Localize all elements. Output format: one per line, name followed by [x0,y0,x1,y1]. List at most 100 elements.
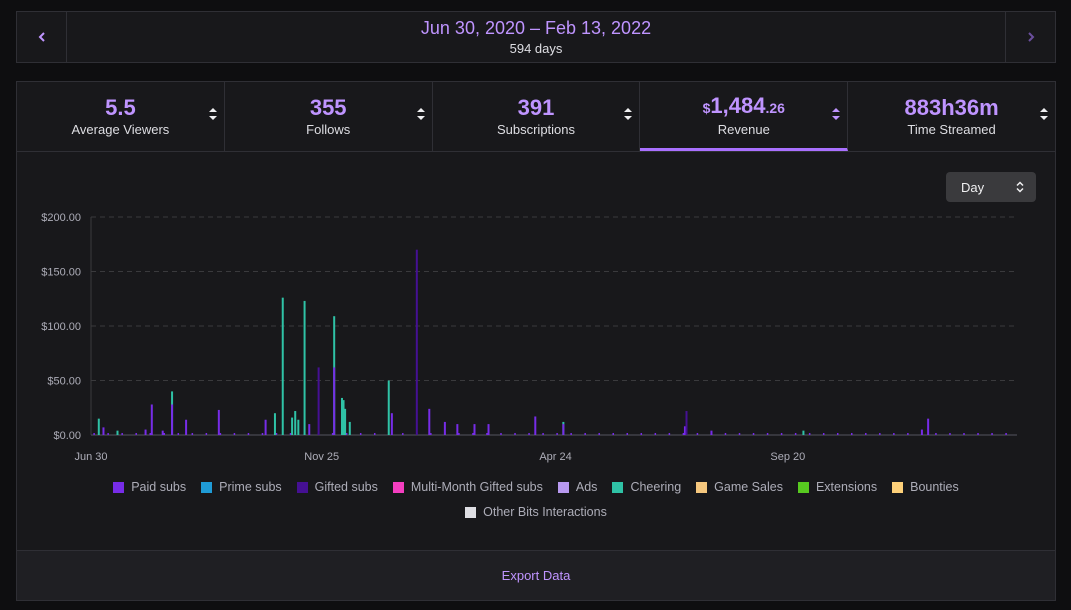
stat-follows[interactable]: 355 Follows [225,82,433,151]
stat-revenue[interactable]: $1,484.26 Revenue [640,82,849,151]
date-range-text: Jun 30, 2020 – Feb 13, 2022 [420,18,652,38]
bar [348,421,351,435]
bar [102,427,105,435]
legend-label: Ads [575,480,598,494]
bar [456,424,459,435]
legend-item[interactable]: Prime subs [201,480,282,494]
x-tick-label: Apr 24 [539,451,571,463]
bar [920,429,923,435]
date-range-navigator: Jun 30, 2020 – Feb 13, 2022 594 days [16,11,1056,63]
bar [802,430,805,435]
legend-item[interactable]: Game Sales [696,480,783,494]
stat-subscriptions[interactable]: 391 Subscriptions [433,82,641,151]
chevron-left-icon [38,32,45,42]
legend-swatch [392,481,404,493]
x-tick-label: Nov 25 [304,451,339,463]
bar [428,408,431,435]
x-tick-label: Jun 30 [74,451,107,463]
stats-row: 5.5 Average Viewers 355 Follows 391 Subs… [17,82,1055,152]
y-tick-label: $0.00 [53,430,81,442]
days-count: 594 days [509,41,563,56]
legend-item[interactable]: Multi-Month Gifted subs [392,480,543,494]
bar [683,426,686,435]
currency-symbol: $ [702,99,711,116]
stat-value: $1,484.26 [703,93,785,121]
bar [281,297,284,435]
bar [473,424,476,435]
bar [333,367,336,435]
legend-item[interactable]: Ads [557,480,598,494]
analytics-panel: 5.5 Average Viewers 355 Follows 391 Subs… [16,81,1056,601]
export-bar: Export Data [17,550,1055,600]
period-select[interactable]: Day [946,172,1036,202]
sort-icon [416,108,425,120]
y-tick-label: $200.00 [41,212,81,224]
legend-item[interactable]: Paid subs [113,480,186,494]
legend-item[interactable]: Bounties [892,480,959,494]
date-range-display: Jun 30, 2020 – Feb 13, 2022 594 days [67,12,1005,62]
previous-period-button[interactable] [17,12,67,62]
bar [150,404,153,435]
stat-value: 355 [309,95,347,120]
bar [390,413,393,435]
legend-label: Cheering [630,480,682,494]
bar [144,429,147,435]
bar [116,430,119,435]
legend-item[interactable]: Other Bits Interactions [465,505,607,519]
bar [685,411,688,435]
legend-swatch [465,506,477,518]
stat-value: 391 [517,95,555,120]
bar [171,404,174,435]
legend-label: Bounties [910,480,959,494]
period-select-value: Day [961,179,985,195]
stat-label: Average Viewers [71,122,170,137]
bar [217,409,220,435]
bar [927,418,930,435]
bar [443,421,446,435]
stat-label: Subscriptions [496,122,576,137]
stat-time-streamed[interactable]: 883h36m Time Streamed [848,82,1055,151]
x-tick-label: Sep 20 [770,451,805,463]
bar [534,416,537,435]
stat-label: Time Streamed [907,122,996,137]
revenue-decimal: .26 [765,99,785,116]
bar [161,430,164,435]
bar [340,397,343,435]
legend-item[interactable]: Gifted subs [296,480,378,494]
legend-label: Game Sales [714,480,783,494]
bar [97,418,100,435]
legend-swatch [612,481,624,493]
legend-label: Paid subs [131,480,187,494]
stat-average-viewers[interactable]: 5.5 Average Viewers [17,82,225,151]
stat-label: Follows [306,122,351,137]
stat-value: 5.5 [105,95,136,120]
legend-swatch [296,481,308,493]
bar [344,408,347,435]
legend-swatch [201,481,213,493]
bar [317,367,320,435]
legend-swatch [892,481,904,493]
chevron-right-icon [1027,32,1034,42]
bar [264,419,267,435]
legend-swatch [696,481,708,493]
revenue-whole: 1,484 [710,92,766,118]
bar [297,419,300,435]
legend-item[interactable]: Extensions [797,480,877,494]
stat-value: 883h36m [904,95,999,120]
y-tick-label: $100.00 [41,321,81,333]
y-tick-label: $150.00 [41,267,81,279]
sort-icon [1016,181,1024,193]
bar [415,249,418,435]
legend-swatch [113,481,125,493]
bar [387,380,390,435]
legend-label: Multi-Month Gifted subs [410,480,543,494]
export-data-link[interactable]: Export Data [501,568,571,583]
sort-icon [208,108,217,120]
legend-swatch [797,481,809,493]
stat-label: Revenue [717,121,770,137]
chart-legend: Paid subs Prime subs Gifted subs Multi-Mont… [17,480,1055,519]
next-period-button[interactable] [1005,12,1055,62]
legend-item[interactable]: Cheering [612,480,681,494]
sort-icon [1039,108,1048,120]
bar [291,417,294,435]
